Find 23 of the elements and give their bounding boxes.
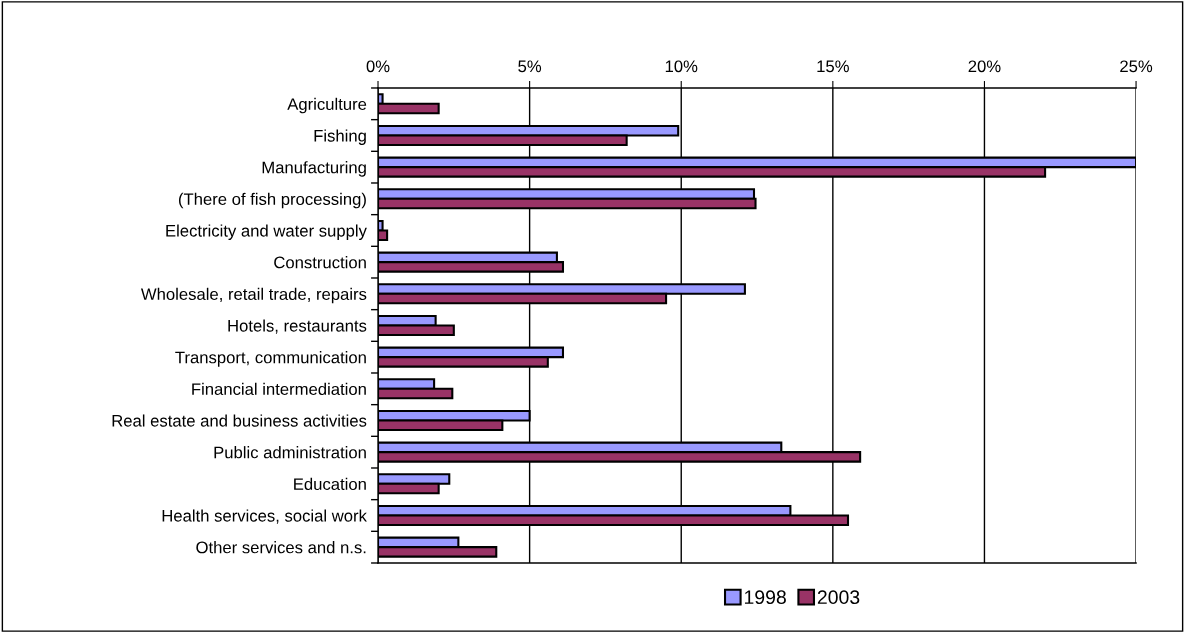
y-tick-label: Wholesale, retail trade, repairs <box>140 287 367 304</box>
y-tick-label: Transport, communication <box>175 351 366 367</box>
y-tick-label: Real estate and business activities <box>112 414 367 427</box>
y-tick-label: Other services and n.s. <box>196 541 366 554</box>
y-tick-label: Agriculture <box>287 97 367 114</box>
x-tick-label: 0% <box>366 60 390 73</box>
y-tick-label: Electricity and water supply <box>166 224 367 240</box>
y-tick-label: (There of fish processing) <box>178 192 366 209</box>
legend-label: 1998 <box>744 590 786 605</box>
y-tick-label: Fishing <box>314 129 366 145</box>
legend-label: 2003 <box>817 590 860 605</box>
x-tick-label: 5% <box>518 60 542 73</box>
y-tick-label: Public administration <box>214 446 366 459</box>
y-tick-label: Health services, social work <box>162 509 367 524</box>
y-tick-label: Manufacturing <box>262 161 366 177</box>
x-tick-label: 10% <box>665 60 698 73</box>
y-tick-label: Financial intermediation <box>192 382 366 396</box>
y-tick-label: Construction <box>274 256 366 269</box>
y-tick-label: Hotels, restaurants <box>228 319 367 334</box>
x-tick-label: 25% <box>1120 60 1153 73</box>
x-tick-label: 15% <box>817 60 849 73</box>
x-tick-label: 20% <box>968 60 1001 73</box>
y-tick-label: Education <box>294 477 366 491</box>
